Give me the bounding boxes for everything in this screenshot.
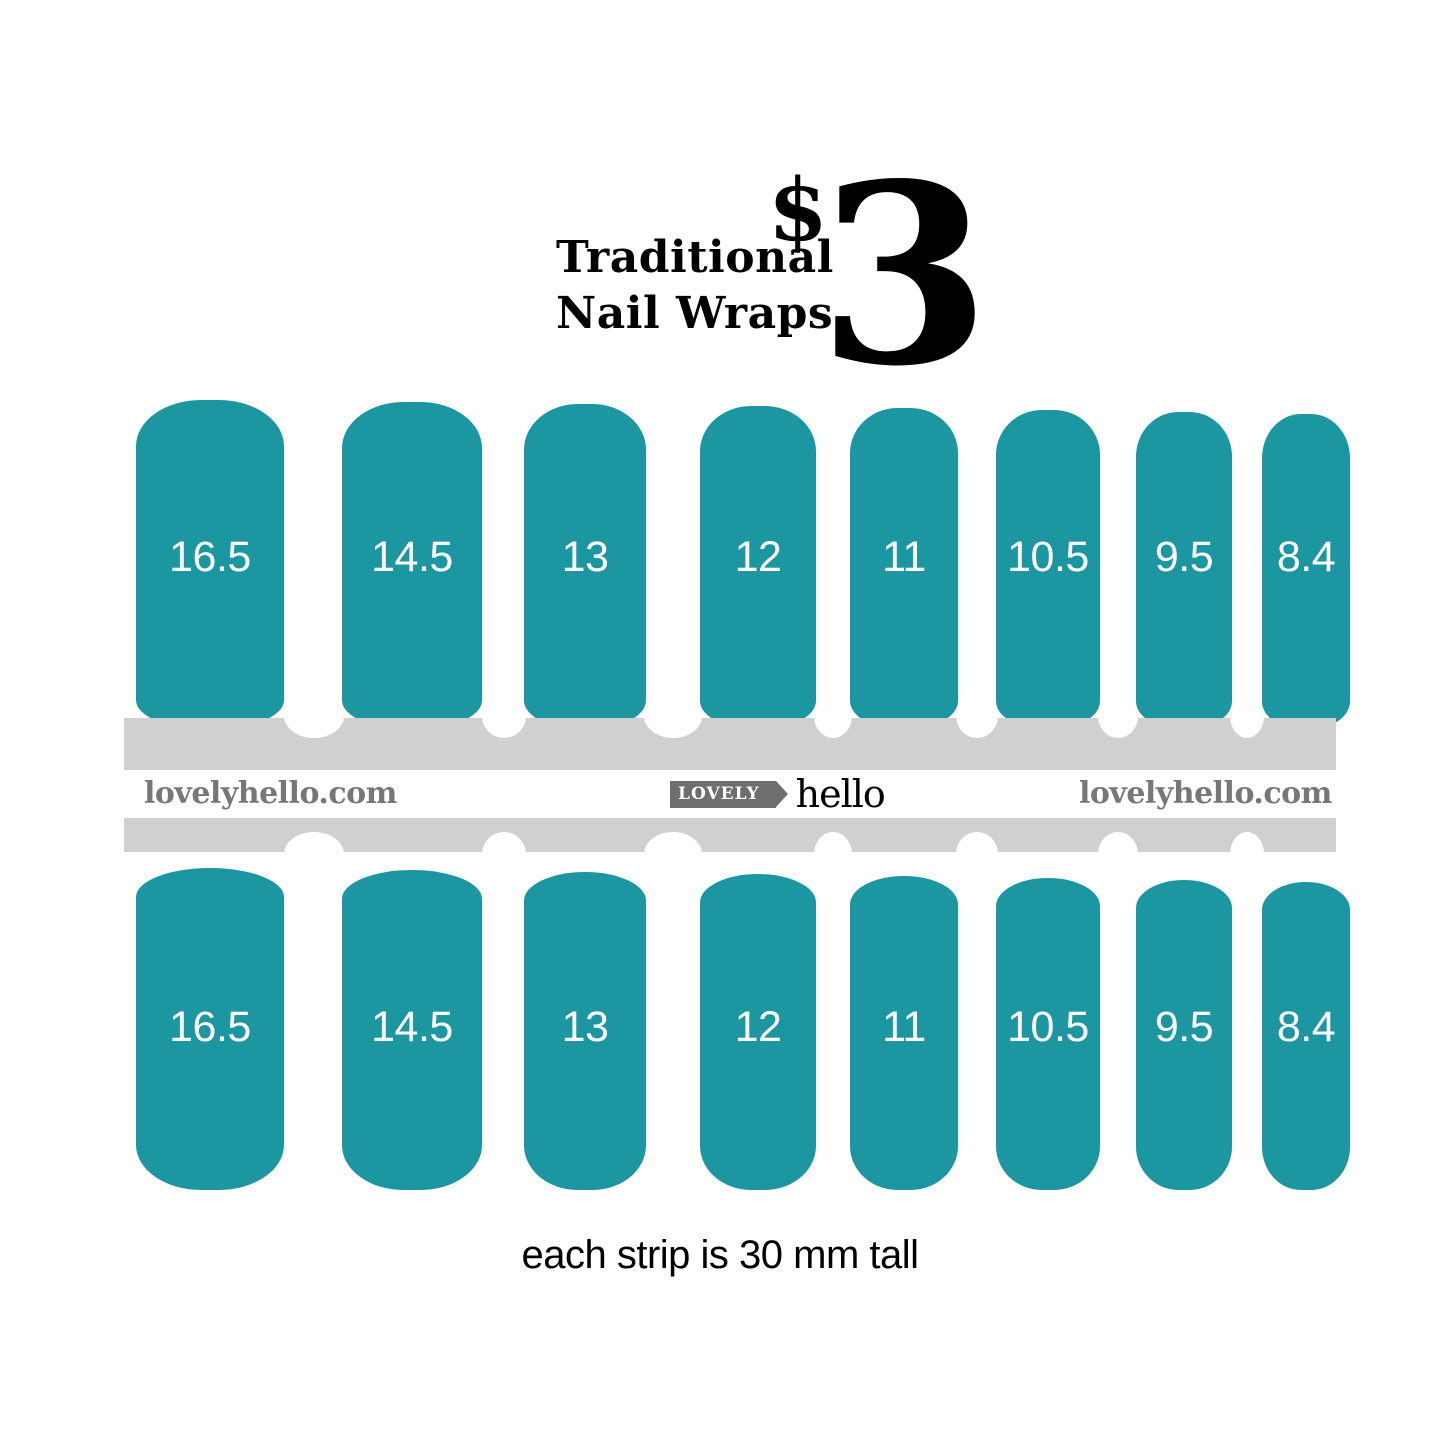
nail-shape: 13 — [524, 872, 646, 1190]
nail-size-label: 16.5 — [169, 1003, 251, 1051]
nail-shape: 16.5 — [136, 400, 284, 730]
nail-shape: 11 — [850, 408, 958, 730]
nail-shape: 11 — [850, 876, 958, 1190]
band-notch-top — [814, 716, 852, 738]
brand-url-right: lovelyhello.com — [1079, 776, 1332, 811]
nail-shape: 10.5 — [996, 878, 1100, 1190]
band-notch-bottom — [284, 832, 344, 854]
nail-size-label: 12 — [734, 1003, 782, 1051]
nail-size-label: 12 — [734, 533, 782, 581]
logo-lovely-mark: LOVELY — [670, 780, 788, 808]
price-badge: $ 3 — [760, 152, 991, 400]
nail-shape: 12 — [700, 406, 816, 730]
nail-shape: 16.5 — [136, 868, 284, 1190]
nail-size-label: 14.5 — [371, 533, 453, 581]
currency-symbol: $ — [768, 160, 828, 261]
band-notch-top — [644, 716, 702, 738]
band-notch-top — [1098, 716, 1138, 738]
nail-size-label: 9.5 — [1154, 533, 1214, 581]
nail-shape: 8.4 — [1262, 882, 1350, 1190]
title-line-1: Traditional — [556, 232, 834, 283]
band-notch-bottom — [644, 832, 702, 854]
band-notch-bottom — [1098, 832, 1138, 854]
nail-size-label: 10.5 — [1007, 533, 1089, 581]
nail-size-label: 9.5 — [1154, 1003, 1214, 1051]
band-notch-top — [1230, 716, 1264, 738]
nail-size-label: 10.5 — [1007, 1003, 1089, 1051]
logo-hello-word: hello — [795, 772, 886, 816]
size-caption: each strip is 30 mm tall — [521, 1233, 919, 1277]
nail-size-label: 8.4 — [1276, 533, 1336, 581]
nail-shape: 12 — [700, 874, 816, 1190]
nail-shape: 9.5 — [1136, 412, 1232, 730]
page-title: Traditional Nail Wraps — [556, 230, 856, 342]
nail-shape: 14.5 — [342, 870, 482, 1190]
band-notch-top — [956, 716, 998, 738]
nail-size-label: 8.4 — [1276, 1003, 1336, 1051]
band-notch-bottom — [814, 832, 852, 854]
nail-size-label: 13 — [561, 533, 609, 581]
band-notch-bottom — [956, 832, 998, 854]
band-notch-bottom — [1230, 832, 1264, 854]
nail-size-label: 14.5 — [371, 1003, 453, 1051]
nail-size-label: 16.5 — [169, 533, 251, 581]
nail-shape: 9.5 — [1136, 880, 1232, 1190]
nail-size-label: 11 — [882, 533, 926, 581]
nail-size-label: 13 — [561, 1003, 609, 1051]
nail-shape: 10.5 — [996, 410, 1100, 730]
nail-size-label: 11 — [882, 1003, 926, 1051]
band-notch-top — [284, 716, 344, 738]
header: Traditional Nail Wraps $ 3 — [0, 80, 1440, 400]
nail-shape: 13 — [524, 404, 646, 730]
band-notch-bottom — [482, 832, 526, 854]
nail-shape: 14.5 — [342, 402, 482, 730]
band-notch-top — [482, 716, 526, 738]
brand-logo: LOVELY hello — [670, 772, 886, 816]
title-line-2: Nail Wraps — [556, 288, 834, 339]
price-amount: 3 — [818, 130, 991, 421]
brand-url-left: lovelyhello.com — [144, 776, 397, 811]
nail-shape: 8.4 — [1262, 414, 1350, 730]
